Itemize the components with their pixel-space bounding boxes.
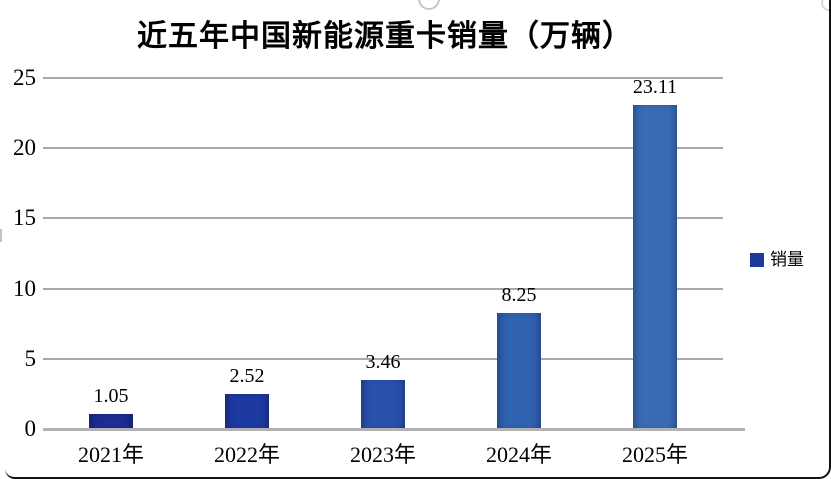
legend-swatch bbox=[750, 253, 764, 267]
data-label-2025年: 23.11 bbox=[632, 75, 678, 98]
bar-2022年 bbox=[225, 393, 269, 429]
gridline-15 bbox=[43, 217, 723, 220]
gridline-10 bbox=[43, 287, 723, 290]
gridline-5 bbox=[43, 357, 723, 360]
x-tick-label-2021年: 2021年 bbox=[77, 442, 144, 467]
bar-2021年 bbox=[89, 414, 133, 429]
data-label-2021年: 1.05 bbox=[93, 385, 129, 408]
x-tick-label-2022年: 2022年 bbox=[213, 442, 280, 467]
y-tick-label-0: 0 bbox=[24, 416, 37, 441]
x-axis-line bbox=[43, 428, 745, 431]
legend: 销量 bbox=[750, 251, 804, 269]
y-tick-label-25: 25 bbox=[13, 65, 36, 90]
bar-2025年 bbox=[633, 104, 677, 429]
chart-title: 近五年中国新能源重卡销量（万辆） bbox=[137, 20, 633, 53]
data-label-2024年: 8.25 bbox=[501, 284, 537, 307]
corner-artifact bbox=[821, 0, 831, 11]
data-label-2022年: 2.52 bbox=[229, 364, 265, 387]
y-tick-label-20: 20 bbox=[13, 135, 36, 161]
bar-2023年 bbox=[361, 380, 405, 429]
plot-area: 1.05 2021年 2.52 2022年 3.46 2023年 8.25 2024年 23.1… bbox=[43, 0, 723, 479]
gridline-20 bbox=[43, 147, 723, 150]
x-tick-label-2024年: 2024年 bbox=[485, 442, 552, 467]
x-tick-label-2023年: 2023年 bbox=[349, 442, 416, 467]
y-tick-label-10: 10 bbox=[13, 275, 36, 301]
x-tick-label-2025年: 2025年 bbox=[621, 442, 688, 467]
gridline-25 bbox=[43, 77, 723, 79]
y-tick-label-5: 5 bbox=[24, 345, 37, 371]
legend-label: 销量 bbox=[770, 250, 804, 269]
cropped-axis-title-artifact bbox=[0, 229, 2, 242]
bar-2024年 bbox=[497, 313, 541, 429]
data-label-2023年: 3.46 bbox=[365, 351, 401, 374]
y-tick-label-15: 15 bbox=[13, 205, 36, 231]
